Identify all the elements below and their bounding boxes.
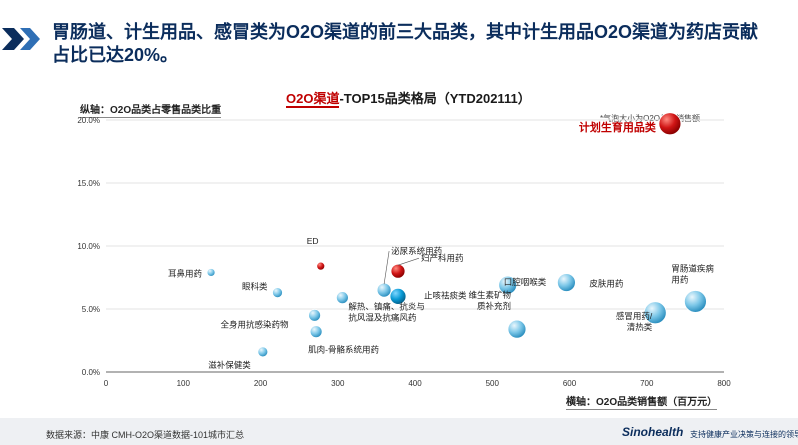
bubble-label: 感冒用药/ [616, 311, 653, 321]
bubble-label: 眼科类 [242, 282, 268, 292]
bubble-size-note: *气泡大小为O2O品类销售额 [600, 114, 701, 123]
y-tick-label: 10.0% [77, 242, 100, 251]
brand-slogan: 支持健康产业决策与连接的领导者 [690, 430, 798, 439]
bubble-label: 清热类 [627, 322, 653, 332]
bubble-label: 质补充剂 [477, 301, 511, 311]
header-chevron-icon [2, 28, 40, 50]
bubble-label: ED [307, 236, 319, 246]
chart-title-channel: O2O渠道 [286, 91, 340, 108]
bubble-label: 维生素矿物 [468, 290, 511, 300]
chart-title: O2O渠道-TOP15品类格局（YTD202111） [286, 88, 531, 108]
y-tick-label: 15.0% [77, 179, 100, 188]
bubble-point [390, 263, 406, 279]
bubble-label: 耳鼻用药 [168, 268, 202, 278]
bubble-label: 计划生育用品类 [579, 120, 657, 134]
y-axis-label: 纵轴：O2O品类占零售品类比重 [80, 101, 222, 118]
bubble-label: 全身用抗感染药物 [221, 319, 290, 329]
x-tick-label: 800 [717, 379, 731, 388]
x-tick-label: 400 [408, 379, 422, 388]
bubble-point [335, 291, 349, 305]
data-source: 数据来源：中康 CMH-O2O渠道数据-101城市汇总 [46, 430, 245, 440]
x-tick-label: 600 [563, 379, 577, 388]
bubble-point [498, 275, 518, 295]
bubble-label: 滋补保健类 [208, 360, 251, 370]
bubble-point [684, 290, 707, 313]
bubble-point [257, 346, 269, 358]
bubble-point [376, 282, 392, 298]
x-tick-label: 100 [177, 379, 191, 388]
bubble-point [272, 287, 283, 299]
bubble-point [309, 325, 323, 339]
bubble-label: 用药 [671, 274, 688, 284]
label-leader-line [383, 251, 390, 285]
bubble-point [389, 287, 407, 305]
page-headline: 胃肠道、计生用品、感冒类为O2O渠道的前三大品类，其中计生用品O2O渠道为药店贡… [52, 22, 759, 65]
bubble-label: 胃肠道疾病 [671, 263, 714, 273]
bubble-point [206, 268, 216, 277]
bubble-label: 皮肤用药 [589, 279, 623, 289]
label-leader-line [397, 257, 420, 266]
bubble-point [316, 261, 326, 271]
bubble-label: 口腔咽喉类 [504, 277, 547, 287]
x-tick-label: 200 [254, 379, 268, 388]
x-tick-label: 0 [104, 379, 109, 388]
bubble-point [658, 112, 682, 136]
bubble-point [308, 308, 321, 322]
chart-title-rest: -TOP15品类格局（YTD202111） [339, 91, 531, 106]
bubble-label: 止咳祛痰类 [424, 290, 467, 300]
y-tick-label: 5.0% [82, 305, 100, 314]
bubble-label: 抗风湿及抗痛风药 [348, 313, 416, 323]
y-tick-label: 20.0% [77, 116, 100, 125]
y-tick-label: 0.0% [82, 368, 100, 377]
bubble-point [643, 301, 667, 325]
bubble-label: 泌尿系统用药 [391, 246, 442, 256]
x-tick-label: 500 [486, 379, 500, 388]
bubble-label: 妇产科用药 [421, 253, 464, 263]
x-tick-label: 300 [331, 379, 345, 388]
footer-bar [0, 418, 798, 445]
bubble-label: 解热、镇痛、抗炎与 [348, 302, 425, 312]
x-axis-label: 横轴：O2O品类销售额（百万元） [566, 393, 718, 410]
bubble-point [507, 319, 527, 339]
x-tick-label: 700 [640, 379, 654, 388]
brand-logo: Sinohealth [622, 425, 684, 439]
bubble-point [557, 273, 576, 292]
bubble-label: 肌肉-骨骼系统用药 [308, 345, 379, 355]
